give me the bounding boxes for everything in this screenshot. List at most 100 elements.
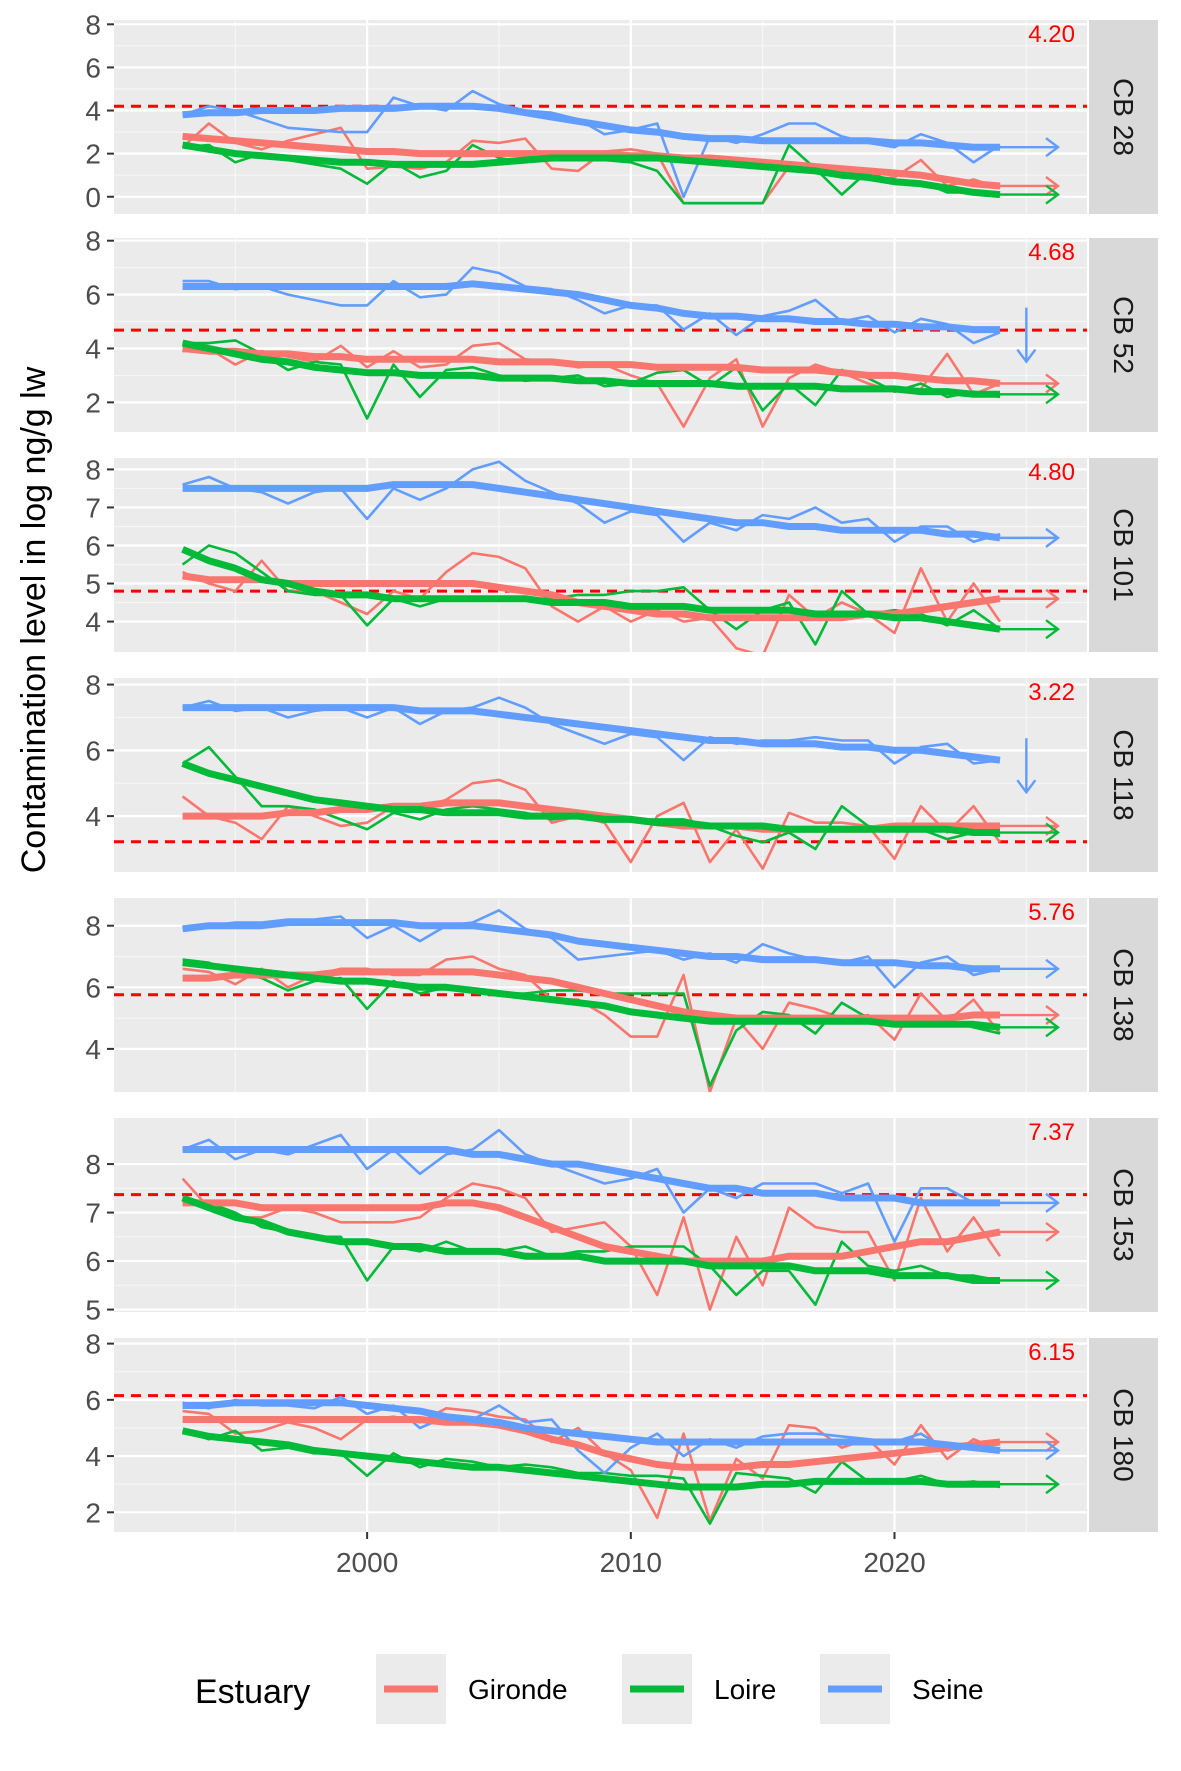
y-tick-label: 7 bbox=[85, 1198, 101, 1229]
panel-cb-28: 0 2 4 6 8 4.20 CB 28 bbox=[85, 9, 1158, 214]
panel-cb-138: 4 6 8 5.76 CB 138 bbox=[85, 898, 1158, 1092]
trend-arrow-loire bbox=[997, 1474, 1060, 1495]
series-line-seine bbox=[182, 908, 1001, 989]
y-tick-label: 4 bbox=[85, 607, 101, 638]
trend-line-gironde bbox=[182, 1199, 1001, 1265]
threshold-label: 7.37 bbox=[1028, 1119, 1075, 1146]
arrow-head bbox=[1016, 779, 1037, 795]
trend-line-seine bbox=[182, 919, 1000, 973]
arrow-head bbox=[1045, 588, 1060, 609]
trend-arrow-gironde bbox=[997, 588, 1060, 609]
strip-background bbox=[1089, 458, 1158, 652]
legend-item-loire: Loire bbox=[622, 1654, 776, 1724]
strip-label: CB 118 bbox=[1108, 729, 1139, 820]
trend-arrow-loire bbox=[997, 1017, 1060, 1038]
strip-background bbox=[1089, 1338, 1158, 1532]
y-tick-label: 6 bbox=[85, 1246, 101, 1277]
trend-arrow-loire bbox=[997, 822, 1060, 843]
y-tick-label: 2 bbox=[85, 1497, 101, 1528]
arrow-head bbox=[1045, 1270, 1060, 1291]
legend-label: Loire bbox=[714, 1674, 776, 1705]
y-tick-label: 4 bbox=[85, 333, 101, 364]
y-tick-label: 8 bbox=[85, 1149, 101, 1180]
data-layer bbox=[114, 908, 1087, 1092]
series-line-seine bbox=[182, 266, 1001, 345]
y-tick-label: 8 bbox=[85, 911, 101, 942]
y-tick-label: 6 bbox=[85, 280, 101, 311]
arrow-head bbox=[1045, 384, 1060, 405]
legend: Estuary Gironde Loire Seine bbox=[195, 1654, 984, 1724]
panel-cb-153: 5 6 7 8 7.37 CB 153 bbox=[85, 1118, 1158, 1326]
y-tick-label: 6 bbox=[85, 52, 101, 83]
data-layer bbox=[114, 696, 1087, 871]
trend-arrow-gironde bbox=[997, 1222, 1060, 1242]
arrow-head bbox=[1016, 348, 1037, 364]
y-tick-label: 6 bbox=[85, 1385, 101, 1416]
y-tick-label: 8 bbox=[85, 454, 101, 485]
panel-cb-52: 2 4 6 8 4.68 CB 52 bbox=[85, 226, 1158, 432]
data-layer bbox=[114, 460, 1087, 652]
arrow-head bbox=[1045, 822, 1060, 843]
y-tick-label: 8 bbox=[85, 670, 101, 701]
y-axis-title: Contamination level in log ng/g lw bbox=[15, 366, 53, 873]
y-tick-label: 4 bbox=[85, 801, 101, 832]
legend-item-gironde: Gironde bbox=[376, 1654, 568, 1724]
panel-cb-118: 4 6 8 3.22 CB 118 bbox=[85, 670, 1158, 872]
x-tick-label: 2020 bbox=[863, 1547, 925, 1578]
arrow-head bbox=[1045, 619, 1060, 640]
trend-line-seine bbox=[182, 1146, 1000, 1207]
trend-arrow-seine bbox=[997, 958, 1060, 979]
arrow-head bbox=[1045, 958, 1060, 979]
data-layer bbox=[114, 1128, 1087, 1311]
trend-arrow-loire bbox=[997, 184, 1060, 205]
data-layer bbox=[114, 1394, 1087, 1525]
strip-background bbox=[1089, 1118, 1158, 1312]
strip-label: CB 101 bbox=[1108, 508, 1139, 601]
y-tick-label: 4 bbox=[85, 1441, 101, 1472]
arrow-head bbox=[1045, 137, 1060, 158]
threshold-label: 5.76 bbox=[1028, 899, 1075, 926]
trend-arrow-loire bbox=[997, 1270, 1060, 1291]
threshold-label: 6.15 bbox=[1028, 1339, 1075, 1366]
legend-label: Gironde bbox=[468, 1674, 568, 1705]
legend-title: Estuary bbox=[195, 1673, 310, 1711]
y-tick-label: 2 bbox=[85, 387, 101, 418]
trend-arrow-seine bbox=[997, 527, 1060, 548]
y-tick-label: 8 bbox=[85, 226, 101, 257]
strip-label: CB 138 bbox=[1108, 948, 1139, 1041]
data-layer bbox=[114, 266, 1087, 428]
y-tick-label: 8 bbox=[85, 9, 101, 40]
trend-line-seine bbox=[182, 280, 1000, 334]
panel-cb-180: 2 4 6 8 6.15 CB 180 bbox=[85, 1329, 1158, 1532]
trend-arrow-seine bbox=[997, 1192, 1060, 1213]
strip-label: CB 153 bbox=[1108, 1168, 1139, 1261]
arrow-head bbox=[1045, 1432, 1060, 1452]
x-tick-label: 2010 bbox=[600, 1547, 662, 1578]
strip-label: CB 28 bbox=[1108, 78, 1139, 156]
trend-arrow-seine bbox=[997, 1440, 1060, 1461]
y-tick-label: 6 bbox=[85, 735, 101, 766]
threshold-label: 4.80 bbox=[1028, 459, 1075, 486]
trend-line-loire bbox=[182, 141, 1001, 199]
trend-line-loire bbox=[181, 760, 1000, 836]
y-tick-label: 5 bbox=[85, 569, 101, 600]
y-tick-label: 7 bbox=[85, 492, 101, 523]
trend-line-seine bbox=[182, 481, 1001, 542]
y-tick-label: 6 bbox=[85, 972, 101, 1003]
trend-arrow-seine bbox=[997, 137, 1060, 158]
arrow-head bbox=[1045, 527, 1060, 548]
y-tick-label: 4 bbox=[85, 96, 101, 127]
trend-arrow-seine bbox=[1016, 738, 1037, 795]
trend-line-loire bbox=[182, 959, 1001, 1031]
trend-line-loire bbox=[181, 339, 1000, 398]
trend-line-gironde bbox=[182, 345, 1001, 387]
x-tick-label: 2000 bbox=[336, 1547, 398, 1578]
data-layer bbox=[114, 89, 1087, 205]
legend-item-seine: Seine bbox=[820, 1654, 984, 1724]
strip-background bbox=[1089, 238, 1158, 432]
threshold-label: 4.68 bbox=[1028, 239, 1075, 266]
trend-arrow-seine bbox=[1016, 307, 1037, 364]
threshold-label: 4.20 bbox=[1028, 21, 1075, 48]
trend-arrow-loire bbox=[997, 619, 1060, 640]
